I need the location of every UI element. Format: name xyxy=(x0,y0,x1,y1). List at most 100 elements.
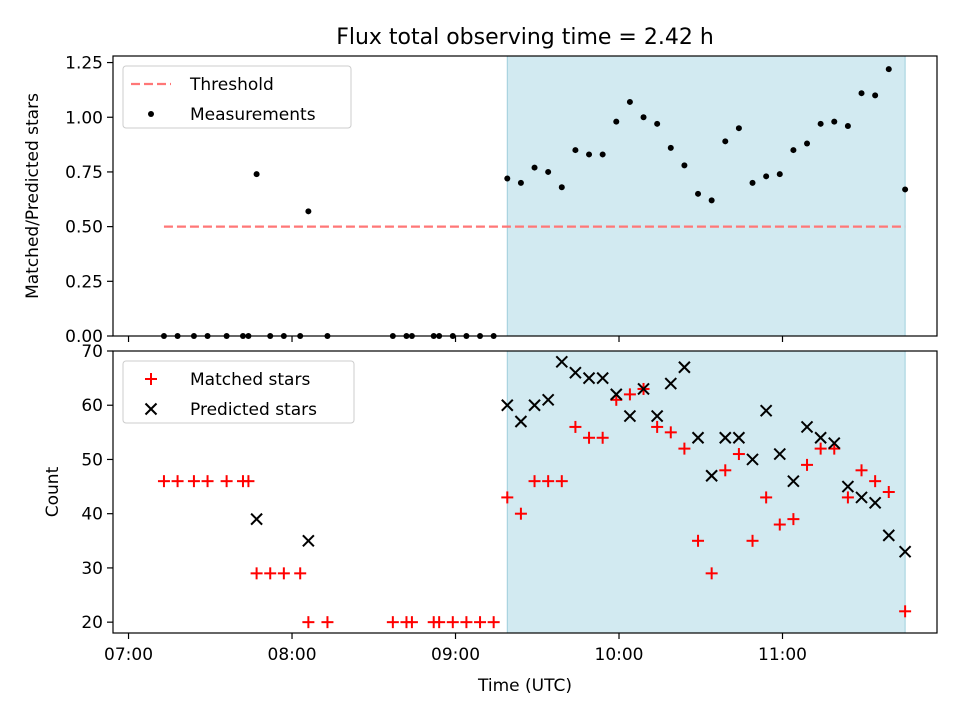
predicted-x-b xyxy=(582,371,596,385)
matched-star-point xyxy=(664,426,677,439)
matched-star-point xyxy=(555,475,568,488)
y-tick-label: 40 xyxy=(81,505,103,525)
predicted-x-b xyxy=(719,431,732,444)
matched-star-point xyxy=(787,513,800,526)
predicted-x-b xyxy=(541,393,555,407)
legend: Threshold Measurements xyxy=(122,65,352,129)
y-tick-label: 0.00 xyxy=(65,327,103,347)
matched-star-point xyxy=(828,442,841,455)
matched-star-point xyxy=(692,534,705,547)
legend-x-b xyxy=(144,402,158,416)
x-tick-label: 11:00 xyxy=(758,645,807,665)
y-tick-label: 30 xyxy=(81,559,103,579)
measurement-point xyxy=(831,118,838,125)
measurement-point xyxy=(305,208,312,215)
matched-star-point xyxy=(869,475,882,488)
measurement-point xyxy=(722,138,729,145)
matched-star-point xyxy=(460,616,473,629)
predicted-x-b xyxy=(841,480,855,493)
measurement-point xyxy=(735,125,742,132)
predicted-star-point xyxy=(623,409,637,423)
predicted-star-point xyxy=(596,371,609,385)
matched-star-point xyxy=(651,420,664,433)
predicted-x-b xyxy=(302,534,315,548)
measurement-point xyxy=(545,168,552,175)
chart-title: Flux total observing time = 2.42 h xyxy=(336,25,714,50)
matched-star-point xyxy=(719,464,732,477)
matched-star-point xyxy=(277,567,290,580)
predicted-star-point xyxy=(691,431,705,444)
bottom-panel: 20 30 40 50 60 70 07:00 08:00 09:00 10:00 11:00 Cou… xyxy=(43,342,938,665)
predicted-star-point xyxy=(664,377,677,390)
legend-box xyxy=(122,65,352,129)
predicted-star-point xyxy=(501,399,514,412)
predicted-star-point xyxy=(732,431,746,444)
y-tick-label: 0.25 xyxy=(65,272,103,292)
predicted-x-b xyxy=(664,377,677,390)
predicted-x-b xyxy=(759,404,773,417)
predicted-star-point xyxy=(250,512,263,526)
observing-window-shade xyxy=(506,350,906,634)
matched-star-point xyxy=(405,616,418,629)
predicted-x-b xyxy=(678,361,691,374)
predicted-x-b xyxy=(773,447,786,461)
matched-star-point xyxy=(250,567,263,580)
predicted-x-b xyxy=(828,436,841,450)
predicted-star-point xyxy=(898,545,912,558)
predicted-x-b xyxy=(746,453,759,466)
predicted-x-b xyxy=(555,355,568,369)
matched-star-point xyxy=(705,567,718,580)
predicted-x-b xyxy=(855,491,868,504)
measurement-point xyxy=(517,179,524,186)
x-tick-label: 08:00 xyxy=(268,645,317,665)
measurement-point xyxy=(763,173,770,180)
predicted-x-b xyxy=(623,409,637,423)
predicted-star-point xyxy=(800,420,814,434)
predicted-star-point xyxy=(610,388,623,401)
observing-window-shade xyxy=(506,55,906,337)
predicted-x-b xyxy=(705,469,718,482)
y-tick-label: 70 xyxy=(81,342,103,362)
predicted-x-b xyxy=(800,420,814,434)
x-tick-label: 09:00 xyxy=(431,645,480,665)
predicted-x-b xyxy=(514,415,528,428)
matched-star-point xyxy=(773,518,786,531)
predicted-x-b xyxy=(882,529,895,542)
predicted-star-point xyxy=(678,361,691,374)
y-tick-label: 1.00 xyxy=(65,108,103,128)
matched-star-point xyxy=(678,442,691,455)
x-axis-label: Time (UTC) xyxy=(477,676,572,696)
matched-star-point xyxy=(841,491,854,504)
axes-frame xyxy=(112,55,938,337)
matched-star-point xyxy=(433,616,446,629)
matched-star-point xyxy=(760,491,773,504)
predicted-x-b xyxy=(528,399,541,412)
predicted-star-point xyxy=(759,404,773,417)
matched-star-point xyxy=(242,475,255,488)
legend-label: Threshold xyxy=(189,75,274,95)
predicted-star-point xyxy=(582,371,596,385)
matched-star-point xyxy=(596,431,609,444)
measurement-point xyxy=(599,151,606,158)
matched-star-point xyxy=(446,616,459,629)
predicted-x-b xyxy=(501,399,514,412)
y-tick-label: 60 xyxy=(81,396,103,416)
predicted-star-point xyxy=(637,382,650,396)
legend-label: Measurements xyxy=(190,105,316,125)
legend-measurement-handle xyxy=(148,111,154,117)
measurement-point xyxy=(654,120,661,127)
measurement-point xyxy=(558,184,565,191)
matched-star-point xyxy=(610,393,623,406)
matched-star-point xyxy=(528,475,541,488)
matched-star-point xyxy=(623,388,636,401)
predicted-star-point xyxy=(528,399,541,412)
predicted-x-b xyxy=(650,409,664,423)
predicted-x-b xyxy=(596,371,609,385)
predicted-star-point xyxy=(302,534,315,548)
predicted-x-b xyxy=(569,366,582,379)
predicted-star-point xyxy=(705,469,718,482)
y-tick-label: 1.25 xyxy=(65,54,103,74)
predicted-x-b xyxy=(787,474,800,488)
axes-frame xyxy=(112,350,938,634)
matched-star-point xyxy=(855,464,868,477)
